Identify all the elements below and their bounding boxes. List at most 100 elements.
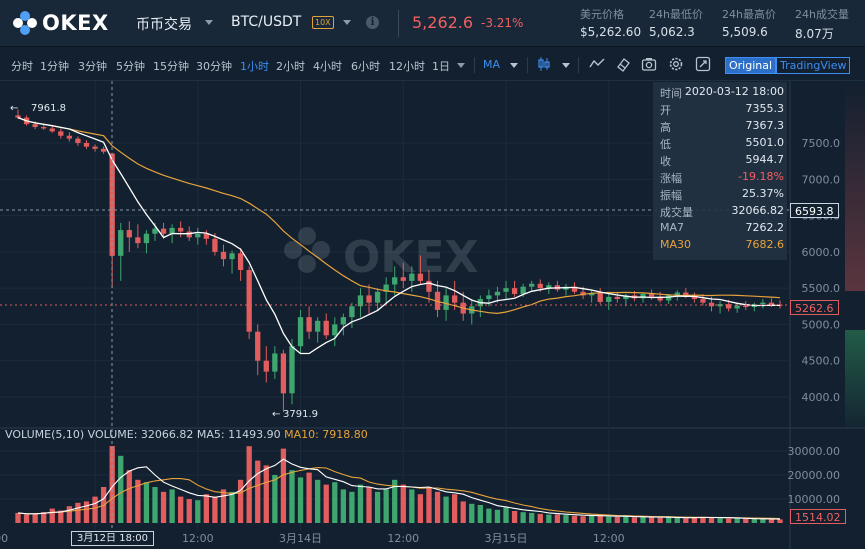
candle-body [297,317,304,347]
tooltip-key: 时间 [660,87,682,100]
candlestick-chart[interactable]: OKEX ← 7961.8 ← 3791.9 7500.07000.06500.… [0,81,865,549]
candle-body [657,296,663,301]
volume-bar [631,517,638,523]
tooltip-row-open: 开 7355.3 [660,102,784,118]
volume-bar [683,518,689,523]
indicator-selector[interactable]: MA [483,58,501,71]
volume-bar [400,484,406,523]
candle-body [263,360,269,372]
timeframe-tab-active[interactable]: 1小时 [240,60,269,73]
volume-bar [451,494,458,523]
timeframe-tab[interactable]: 分时 [11,60,33,73]
volume-legend-ma10: MA10: 7918.80 [284,428,368,441]
tooltip-key: MA7 [660,221,685,234]
volume-bar [75,502,81,523]
candle-body [306,317,312,332]
candle-body [520,286,526,294]
price-tick-label: 7500.0 [802,137,841,150]
candle-body [760,302,766,305]
candle-body [220,251,227,260]
view-original-button[interactable]: Original [725,57,777,74]
candle-body [700,299,706,303]
stat-24h-volume: 24h成交量 8.07万 [795,6,849,42]
tooltip-value: 2020-03-12 18:00 [684,85,784,98]
stat-24h-high: 24h最高价 5,509.6 [722,6,776,39]
candle-body [666,295,672,301]
candle-body [315,320,321,332]
fullscreen-icon[interactable] [695,56,711,72]
candle-body [178,227,184,232]
eraser-icon[interactable] [615,56,631,72]
trade-mode-selector[interactable]: 币币交易 [136,17,192,33]
stat-label: 24h最高价 [722,8,776,21]
volume-bar [178,496,184,523]
tooltip-value: 5944.7 [745,153,785,166]
time-tick-label: 12:00 [182,532,214,545]
trading-pair-selector[interactable]: BTC/USDT [231,14,302,30]
candle-body [152,228,158,234]
volume-bar [614,517,620,523]
timeframe-tab[interactable]: 6小时 [351,60,380,73]
timeframe-tab[interactable]: 3分钟 [78,60,107,73]
volume-bar [374,491,381,523]
low-arrow-icon: ← [272,409,280,420]
timeframe-tab[interactable]: 12小时 [389,60,425,73]
volume-bar [494,509,501,523]
chevron-down-icon[interactable] [205,20,213,25]
time-tick-label: 3月14日 [279,532,322,545]
volume-tick-label: 20000.00 [788,469,841,482]
stat-value: $5,262.60 [580,25,642,39]
volume-bar [674,517,680,523]
candle-body [588,293,595,296]
chevron-down-icon[interactable] [343,20,351,25]
chart-area[interactable]: OKEX ← 7961.8 ← 3791.9 7500.07000.06500.… [0,81,865,549]
time-tick-label: 12:00 [387,532,419,545]
tooltip-key: 高 [660,121,671,134]
tooltip-value: 7262.2 [745,221,785,234]
volume-bar [126,470,132,523]
volume-bar [768,519,775,523]
tooltip-value: 5501.0 [745,136,785,149]
chevron-down-icon[interactable] [510,63,518,68]
info-icon[interactable]: i [366,16,379,29]
candle-body [503,288,509,292]
tooltip-row-high: 高 7367.3 [660,119,784,135]
candle-body [92,146,98,149]
candle-body [49,128,55,132]
volume-bar [623,516,629,523]
volume-ma5-line [17,458,781,520]
volume-bar [640,516,646,523]
timeframe-tab[interactable]: 2小时 [276,60,305,73]
candle-body [648,293,655,297]
timeframe-tab[interactable]: 1分钟 [40,60,69,73]
chevron-down-icon[interactable] [562,63,570,68]
timeframe-tab[interactable]: 1日 [432,60,450,73]
candle-type-icon[interactable] [537,56,551,72]
volume-bar [135,479,141,523]
candle-body [400,277,406,281]
volume-bar [392,479,398,523]
volume-bar [717,518,723,523]
candle-body [725,304,732,309]
camera-icon[interactable] [641,56,657,72]
divider [527,57,528,73]
high-annotation: 7961.8 [31,103,66,114]
price-tick-label: 7000.0 [802,173,841,186]
timeframe-tab[interactable]: 4小时 [313,60,342,73]
chevron-down-icon[interactable] [457,63,465,68]
divider [398,10,399,37]
view-tradingview-button[interactable]: TradingView [776,57,851,74]
settings-icon[interactable] [668,56,684,72]
timeframe-tab[interactable]: 30分钟 [196,60,232,73]
okex-logo[interactable]: OKEX [12,10,109,36]
tooltip-row-close: 收 5944.7 [660,153,784,169]
volume-bar [246,446,252,523]
line-draw-icon[interactable] [589,56,605,72]
candle-body [708,302,715,307]
candle-body [246,270,252,332]
timeframe-tab[interactable]: 5分钟 [116,60,145,73]
chart-grid [0,81,790,530]
volume-bar [83,501,90,523]
timeframe-tab[interactable]: 15分钟 [153,60,189,73]
candle-body [691,296,698,300]
